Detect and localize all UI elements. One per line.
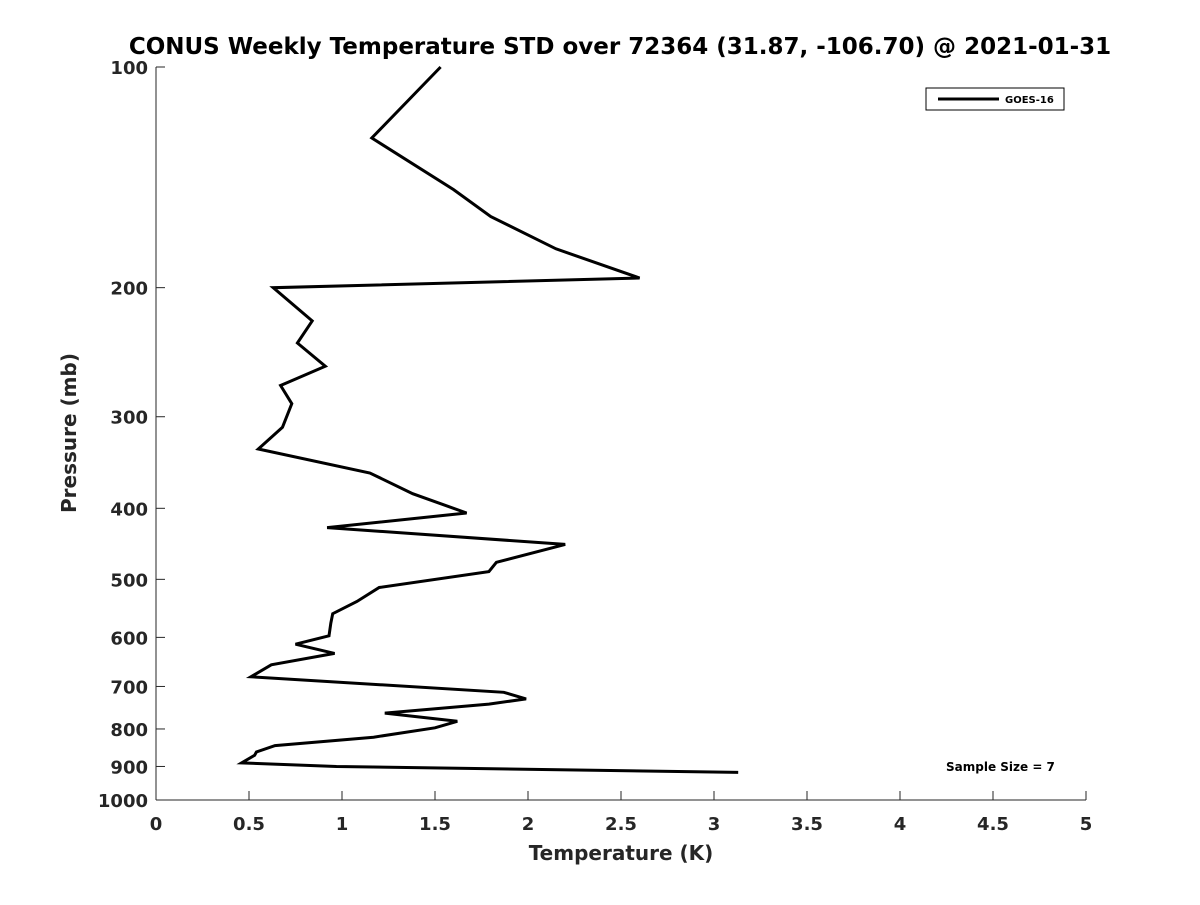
- x-tick-label: 2.5: [605, 814, 637, 835]
- y-tick-label: 300: [110, 408, 148, 429]
- legend-label-goes-16: GOES-16: [1005, 95, 1054, 106]
- y-tick-label: 200: [110, 279, 148, 300]
- y-tick-label: 400: [110, 499, 148, 520]
- chart-title: CONUS Weekly Temperature STD over 72364 …: [129, 34, 1111, 60]
- x-tick-label: 3: [708, 814, 721, 835]
- x-axis-ticks: 0 0.5 1 1.5 2 2.5 3 3.5 4 4.5 5: [150, 791, 1093, 835]
- x-tick-label: 2: [522, 814, 535, 835]
- series-layer: [236, 65, 739, 774]
- legend: GOES-16: [925, 87, 1065, 111]
- x-tick-label: 5: [1080, 814, 1093, 835]
- x-tick-label: 0.5: [233, 814, 265, 835]
- y-tick-label: 1000: [98, 791, 148, 812]
- y-axis-ticks: 100 200 300 400 500 600 700 800 900 1000: [98, 58, 165, 812]
- x-tick-label: 4.5: [977, 814, 1009, 835]
- x-tick-label: 4: [894, 814, 907, 835]
- series-line-goes-16: [236, 65, 739, 774]
- sample-size-annotation: Sample Size = 7: [946, 760, 1055, 774]
- y-tick-label: 600: [110, 628, 148, 649]
- x-axis-label: Temperature (K): [529, 841, 714, 865]
- x-tick-label: 1: [336, 814, 349, 835]
- y-tick-label: 800: [110, 720, 148, 741]
- y-tick-label: 100: [110, 58, 148, 79]
- x-tick-label: 3.5: [791, 814, 823, 835]
- x-tick-label: 1.5: [419, 814, 451, 835]
- x-tick-label: 0: [150, 814, 163, 835]
- y-axis-label: Pressure (mb): [57, 353, 81, 513]
- y-tick-label: 700: [110, 677, 148, 698]
- y-tick-label: 500: [110, 570, 148, 591]
- y-tick-label: 900: [110, 757, 148, 778]
